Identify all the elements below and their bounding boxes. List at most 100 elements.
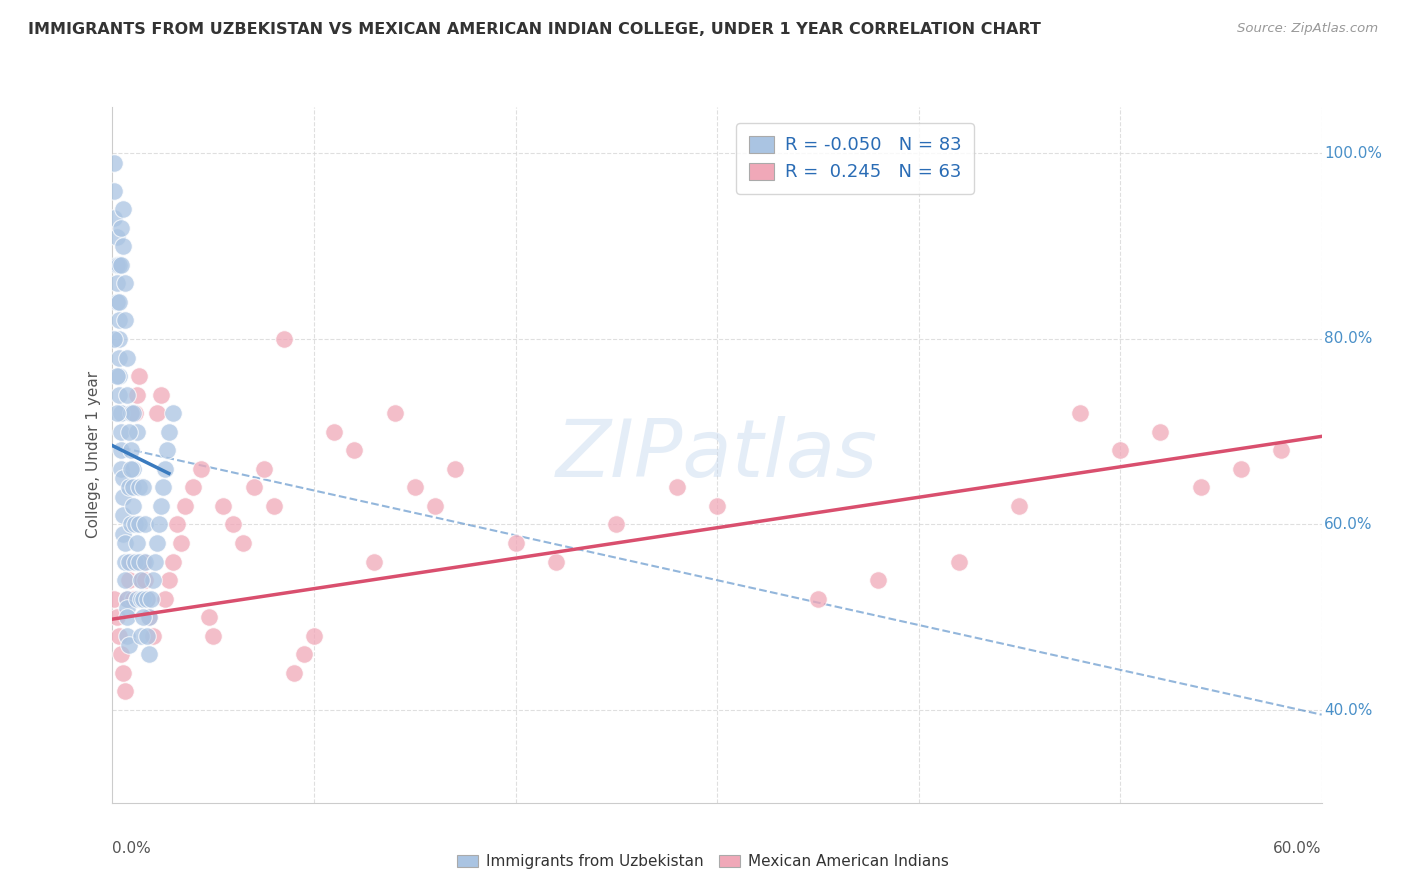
Point xyxy=(115,610,138,624)
Point xyxy=(605,517,627,532)
Legend: R = -0.050   N = 83, R =  0.245   N = 63: R = -0.050 N = 83, R = 0.245 N = 63 xyxy=(735,123,974,194)
Point xyxy=(107,313,129,327)
Point xyxy=(162,406,184,420)
Point xyxy=(202,629,225,643)
Point xyxy=(110,462,132,476)
Point xyxy=(121,406,143,420)
Point xyxy=(222,517,245,532)
Point xyxy=(105,369,128,384)
Point xyxy=(110,443,132,458)
Point xyxy=(132,591,155,606)
Point xyxy=(114,536,136,550)
Point xyxy=(212,499,235,513)
Point xyxy=(103,332,125,346)
Point xyxy=(363,555,385,569)
Point xyxy=(107,294,129,309)
Point xyxy=(153,591,176,606)
Point xyxy=(111,490,134,504)
Point xyxy=(1109,443,1132,458)
Point xyxy=(323,425,346,439)
Point xyxy=(1069,406,1091,420)
Point xyxy=(706,499,728,513)
Point xyxy=(404,480,426,494)
Point xyxy=(292,648,315,662)
Text: 100.0%: 100.0% xyxy=(1324,146,1382,161)
Point xyxy=(115,351,138,365)
Point xyxy=(665,480,688,494)
Point xyxy=(134,555,156,569)
Point xyxy=(114,555,136,569)
Point xyxy=(343,443,366,458)
Point xyxy=(111,665,134,680)
Point xyxy=(110,220,132,235)
Point xyxy=(111,471,134,485)
Point xyxy=(105,610,128,624)
Point xyxy=(115,591,138,606)
Point xyxy=(105,230,128,244)
Point xyxy=(135,629,157,643)
Text: 60.0%: 60.0% xyxy=(1324,517,1372,532)
Point xyxy=(273,332,295,346)
Point xyxy=(115,591,138,606)
Point xyxy=(121,499,143,513)
Point xyxy=(384,406,406,420)
Point xyxy=(125,536,148,550)
Text: Source: ZipAtlas.com: Source: ZipAtlas.com xyxy=(1237,22,1378,36)
Point xyxy=(1230,462,1253,476)
Text: 80.0%: 80.0% xyxy=(1324,332,1372,346)
Point xyxy=(111,239,134,253)
Point xyxy=(117,480,139,494)
Point xyxy=(263,499,285,513)
Point xyxy=(505,536,527,550)
Point xyxy=(107,258,129,272)
Point xyxy=(283,665,305,680)
Point xyxy=(132,555,155,569)
Point xyxy=(107,369,129,384)
Point xyxy=(132,610,155,624)
Point xyxy=(129,629,152,643)
Point xyxy=(120,555,142,569)
Point xyxy=(948,555,970,569)
Point xyxy=(868,573,890,587)
Point xyxy=(117,555,139,569)
Point xyxy=(166,517,188,532)
Point xyxy=(114,684,136,698)
Text: 40.0%: 40.0% xyxy=(1324,703,1372,717)
Text: ZIPatlas: ZIPatlas xyxy=(555,416,879,494)
Point xyxy=(138,610,160,624)
Point xyxy=(120,462,142,476)
Point xyxy=(149,499,172,513)
Point xyxy=(143,555,166,569)
Point xyxy=(148,517,170,532)
Point xyxy=(120,443,142,458)
Point xyxy=(117,573,139,587)
Point xyxy=(124,555,146,569)
Point xyxy=(117,425,139,439)
Point xyxy=(105,258,128,272)
Point xyxy=(128,555,150,569)
Point xyxy=(129,591,152,606)
Point xyxy=(135,591,157,606)
Point xyxy=(105,277,128,291)
Point xyxy=(111,508,134,523)
Point xyxy=(423,499,446,513)
Point xyxy=(170,536,193,550)
Point xyxy=(544,555,567,569)
Point xyxy=(807,591,830,606)
Point xyxy=(181,480,204,494)
Text: IMMIGRANTS FROM UZBEKISTAN VS MEXICAN AMERICAN INDIAN COLLEGE, UNDER 1 YEAR CORR: IMMIGRANTS FROM UZBEKISTAN VS MEXICAN AM… xyxy=(28,22,1040,37)
Point xyxy=(110,648,132,662)
Point xyxy=(114,277,136,291)
Point xyxy=(115,629,138,643)
Point xyxy=(124,406,146,420)
Text: 0.0%: 0.0% xyxy=(112,841,152,856)
Point xyxy=(134,517,156,532)
Point xyxy=(105,294,128,309)
Point xyxy=(1270,443,1292,458)
Point xyxy=(138,648,160,662)
Point xyxy=(110,425,132,439)
Point xyxy=(1149,425,1171,439)
Point xyxy=(107,351,129,365)
Point xyxy=(103,591,125,606)
Point xyxy=(115,601,138,615)
